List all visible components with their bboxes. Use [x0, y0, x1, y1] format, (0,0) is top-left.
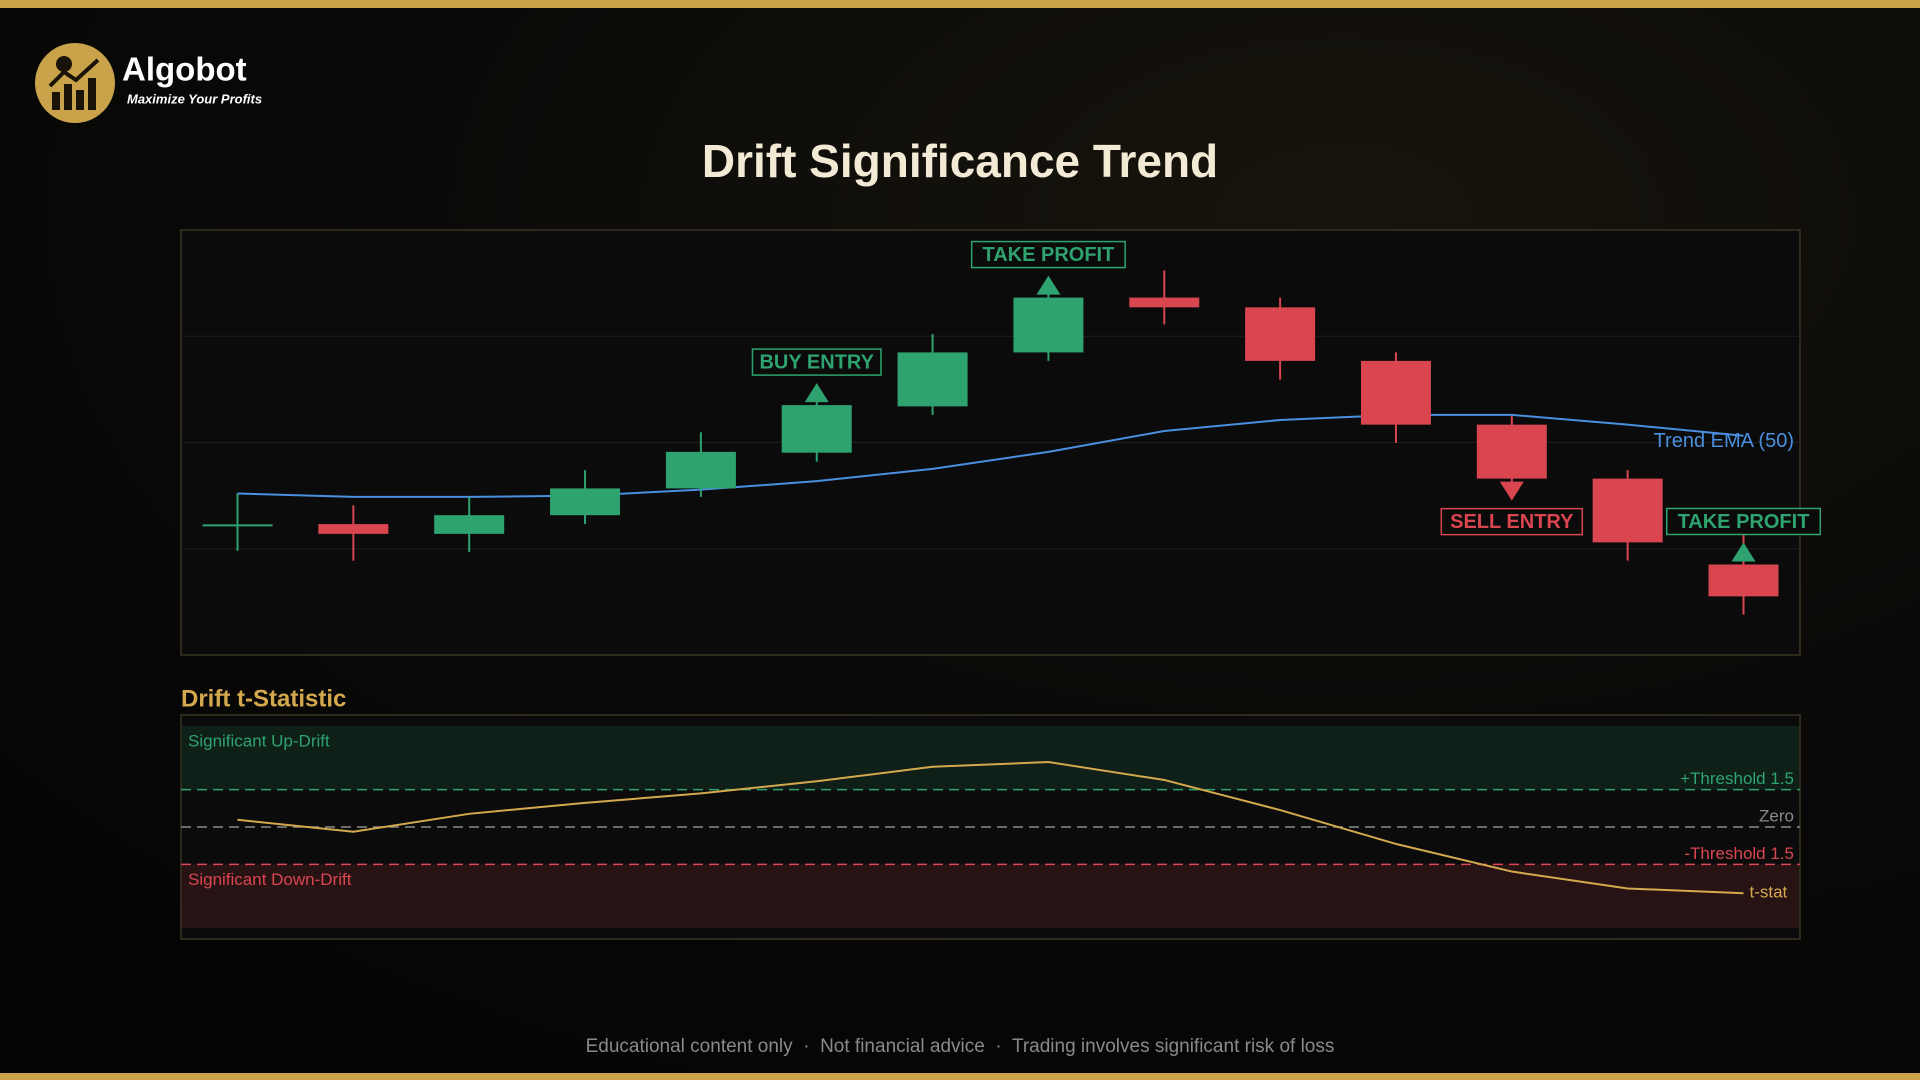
reference-label: Zero [1759, 806, 1794, 825]
candle-body [1245, 307, 1316, 361]
top-bar [0, 0, 1920, 8]
signal-arrow [1731, 542, 1756, 562]
candle-body [897, 352, 968, 407]
candle-body [1013, 297, 1084, 353]
candle-body [1360, 360, 1431, 425]
candle-body [665, 451, 736, 489]
logo-icon [52, 92, 60, 110]
signal: SELL ENTRY [1440, 481, 1584, 536]
bottom-bar [0, 1073, 1920, 1080]
tstat-line [237, 761, 1744, 895]
brand-name: Algobot [122, 51, 247, 88]
subchart-title: Drift t-Statistic [181, 685, 346, 712]
signal-label: TAKE PROFIT [982, 244, 1114, 266]
signal-box [1666, 507, 1821, 536]
candle-body [318, 524, 389, 534]
reference-label: -Threshold 1.5 [1684, 844, 1794, 863]
down-zone [182, 864, 1799, 928]
candle-body [202, 524, 273, 527]
candle-body [1708, 564, 1779, 597]
signal-box [970, 240, 1126, 269]
candle-body [1592, 478, 1663, 543]
signal: TAKE PROFIT [970, 240, 1126, 295]
signal: TAKE PROFIT [1666, 507, 1821, 562]
logo-icon [64, 84, 72, 110]
candle-body [781, 405, 852, 453]
down-zone-label: Significant Down-Drift [188, 870, 352, 889]
up-zone [182, 726, 1799, 790]
signal-box [1440, 507, 1584, 536]
brand-tagline: Maximize Your Profits [127, 91, 262, 106]
signal-label: BUY ENTRY [759, 351, 874, 373]
logo-icon [88, 78, 96, 110]
logo-icon [56, 56, 72, 72]
candle-body [550, 488, 621, 516]
footer: Educational content only · Not financial… [586, 1036, 1335, 1057]
reference-label: +Threshold 1.5 [1680, 769, 1794, 788]
logo [35, 43, 115, 123]
logo-icon [48, 58, 100, 88]
signal-box [751, 348, 882, 376]
logo-badge [35, 43, 115, 123]
up-zone-label: Significant Up-Drift [188, 731, 330, 750]
signal-arrow [1499, 481, 1524, 501]
signal: BUY ENTRY [751, 348, 882, 403]
ema-line [237, 413, 1744, 498]
signal-arrow [1036, 275, 1061, 295]
candle-body [1129, 297, 1200, 308]
signal-label: SELL ENTRY [1450, 511, 1574, 533]
candle-body [434, 515, 505, 534]
ema-label: Trend EMA (50) [1654, 430, 1794, 452]
signal-label: TAKE PROFIT [1678, 511, 1810, 533]
series-label: t-stat [1750, 883, 1788, 902]
logo-icon [76, 90, 84, 110]
chart-title: Drift Significance Trend [702, 135, 1218, 187]
signal-arrow [804, 383, 829, 403]
candle-body [1476, 424, 1547, 479]
